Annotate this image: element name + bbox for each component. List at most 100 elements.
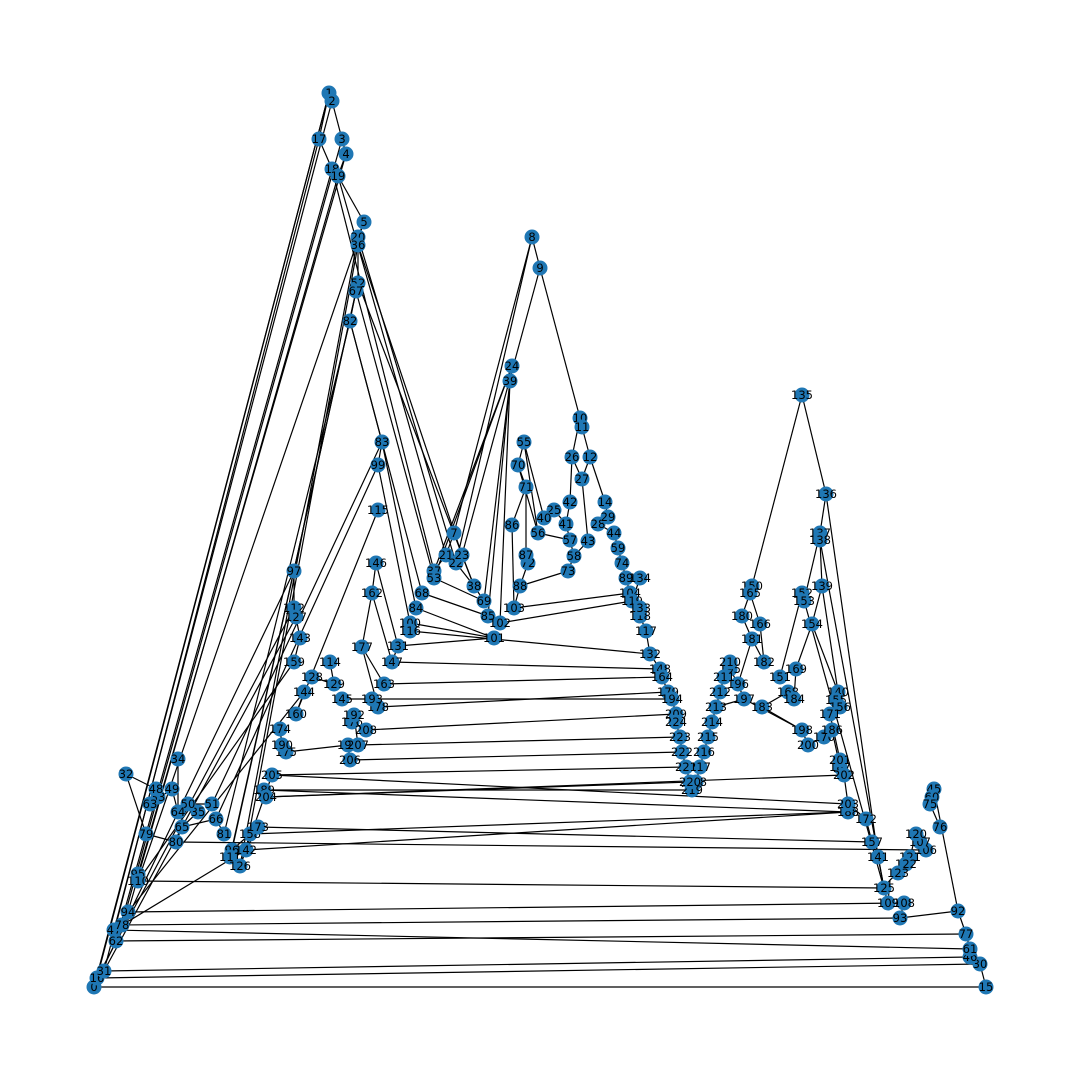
node-circle-203 [840, 796, 856, 812]
node-102: 102 [489, 615, 511, 631]
node-circle-51 [204, 796, 220, 812]
node-label-89: 89 [619, 571, 634, 585]
edge-116-132 [409, 630, 651, 655]
node-circle-201 [832, 752, 848, 768]
node-label-14: 14 [598, 495, 613, 509]
node-circle-53 [426, 570, 442, 586]
edge-151-152 [779, 592, 803, 678]
node-circle-210 [722, 654, 738, 670]
node-circle-174 [272, 721, 288, 737]
node-66: 66 [208, 811, 224, 827]
node-circle-221 [678, 759, 694, 775]
node-label-35: 35 [191, 805, 206, 819]
node-212: 212 [709, 684, 731, 700]
node-label-23: 23 [455, 548, 470, 562]
node-29: 29 [600, 509, 616, 525]
edge-181-196 [737, 638, 753, 685]
node-97: 97 [286, 563, 302, 579]
node-198: 198 [791, 722, 813, 738]
node-circle-2 [324, 93, 340, 109]
node-146: 146 [365, 555, 387, 571]
edge-207-223 [357, 736, 681, 746]
node-190: 190 [271, 737, 293, 753]
node-label-184: 184 [783, 692, 805, 706]
node-circle-208 [358, 722, 374, 738]
node-label-27: 27 [575, 472, 590, 486]
node-circle-180 [734, 608, 750, 624]
node-7: 7 [446, 525, 462, 541]
node-label-108: 108 [893, 896, 915, 910]
edge-39-69 [483, 380, 511, 602]
node-circle-63 [142, 796, 158, 812]
node-165: 165 [739, 585, 761, 601]
node-circle-75 [922, 796, 938, 812]
edge-204-202 [265, 774, 845, 798]
node-circle-7 [446, 525, 462, 541]
node-label-202: 202 [833, 768, 855, 782]
node-circle-14 [597, 494, 613, 510]
node-circle-159 [286, 654, 302, 670]
node-166: 166 [749, 616, 771, 632]
edge-78-93 [121, 917, 901, 926]
node-circle-58 [566, 548, 582, 564]
edge-94-108 [127, 902, 905, 913]
node-circle-111 [222, 849, 238, 865]
node-label-9: 9 [536, 261, 543, 275]
node-circle-11 [574, 419, 590, 435]
node-circle-64 [170, 804, 186, 820]
node-label-204: 204 [255, 790, 277, 804]
node-circle-138 [812, 532, 828, 548]
node-label-126: 126 [229, 859, 251, 873]
edge-55-40 [523, 441, 545, 519]
edge-18-37 [331, 168, 435, 572]
node-205: 205 [261, 767, 283, 783]
node-circle-69 [476, 593, 492, 609]
node-99: 99 [370, 457, 386, 473]
node-64: 64 [170, 804, 186, 820]
node-label-49: 49 [165, 782, 180, 796]
node-circle-153 [796, 593, 812, 609]
node-circle-109 [880, 895, 896, 911]
node-circle-144 [296, 684, 312, 700]
edge-26-42 [569, 456, 573, 503]
node-label-216: 216 [693, 745, 715, 759]
node-label-183: 183 [751, 700, 773, 714]
node-23: 23 [454, 547, 470, 563]
node-circle-129 [326, 676, 342, 692]
node-142: 142 [235, 842, 257, 858]
node-127: 127 [285, 609, 307, 625]
node-169: 169 [785, 661, 807, 677]
node-79: 79 [138, 826, 154, 842]
node-216: 216 [693, 744, 715, 760]
node-78: 78 [114, 917, 130, 933]
edge-205-203 [271, 774, 849, 805]
node-128: 128 [301, 669, 323, 685]
node-label-63: 63 [143, 797, 158, 811]
node-153: 153 [793, 593, 815, 609]
node-circle-132 [642, 646, 658, 662]
node-31: 31 [96, 963, 112, 979]
node-label-151: 151 [769, 670, 791, 684]
node-label-64: 64 [171, 805, 186, 819]
node-202: 202 [833, 767, 855, 783]
node-77: 77 [958, 926, 974, 942]
edge-68-85 [421, 592, 489, 617]
node-115: 115 [367, 502, 389, 518]
node-circle-166 [752, 616, 768, 632]
node-34: 34 [170, 751, 186, 767]
node-circle-50 [180, 796, 196, 812]
node-204: 204 [255, 789, 277, 805]
node-49: 49 [164, 781, 180, 797]
node-141: 141 [867, 849, 889, 865]
node-24: 24 [504, 358, 520, 374]
node-circle-123 [890, 865, 906, 881]
node-label-62: 62 [109, 934, 124, 948]
node-label-136: 136 [815, 487, 837, 501]
node-label-68: 68 [415, 586, 430, 600]
edge-99-100 [377, 464, 411, 624]
node-label-144: 144 [293, 685, 315, 699]
edge-110-159 [137, 661, 295, 882]
edge-83-84 [381, 441, 417, 609]
node-circle-184 [786, 691, 802, 707]
